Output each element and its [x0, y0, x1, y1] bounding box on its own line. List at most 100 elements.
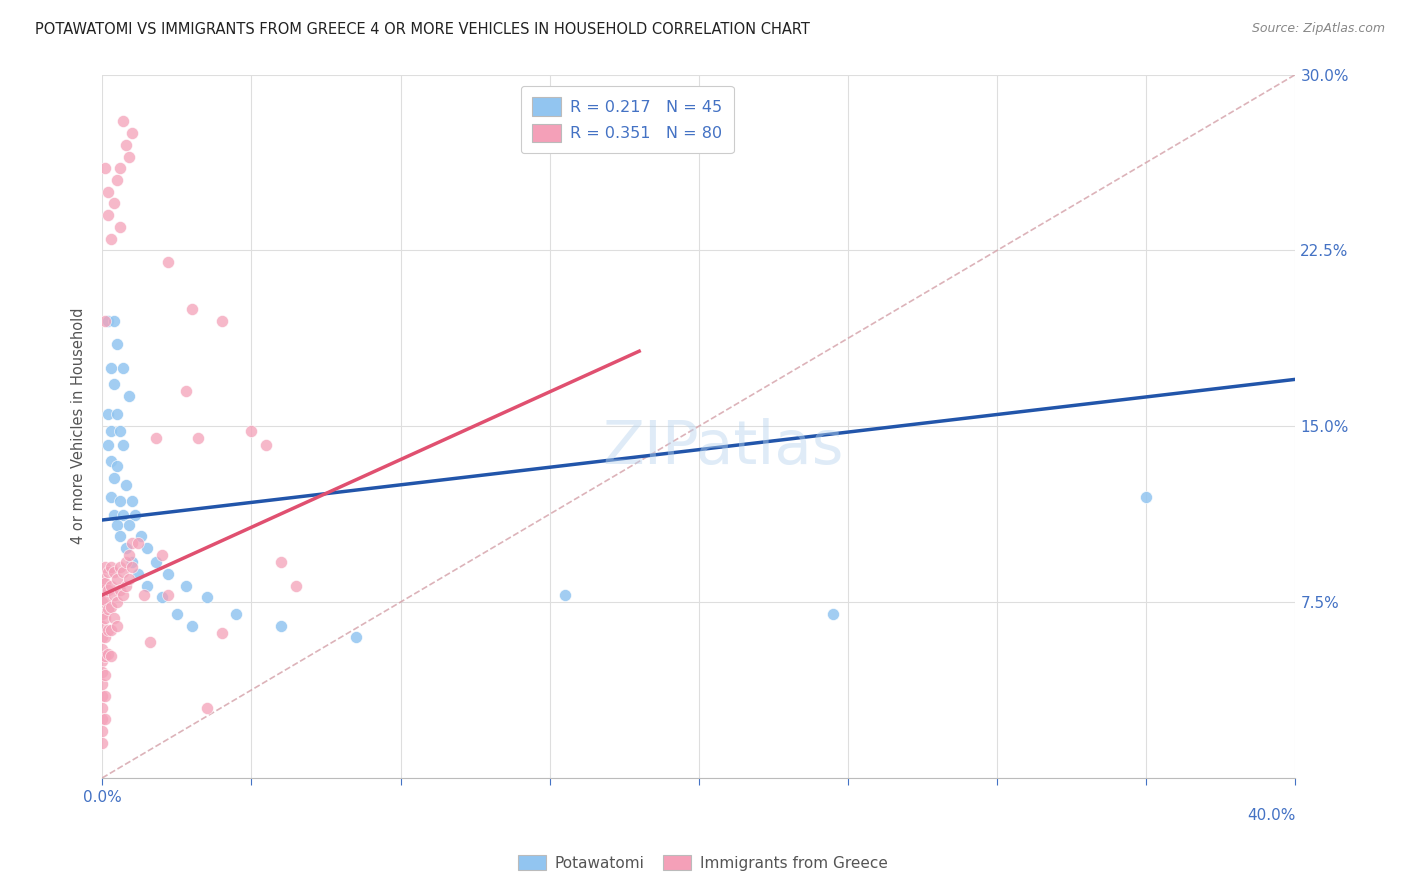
Point	[150, 591, 173, 605]
Point	[285, 579, 308, 593]
Point	[121, 126, 143, 140]
Point	[270, 555, 292, 569]
Point	[115, 541, 138, 556]
Point	[94, 667, 117, 681]
Point	[91, 607, 114, 621]
Point	[91, 712, 114, 726]
Point	[103, 377, 125, 392]
Point	[112, 588, 135, 602]
Point	[115, 478, 138, 492]
Point	[187, 431, 209, 445]
Y-axis label: 4 or more Vehicles in Household: 4 or more Vehicles in Household	[72, 308, 86, 544]
Point	[112, 508, 135, 523]
Point	[112, 565, 135, 579]
Point	[195, 591, 218, 605]
Point	[105, 408, 128, 422]
Point	[94, 592, 117, 607]
Point	[240, 424, 263, 438]
Point	[105, 459, 128, 474]
Point	[108, 161, 131, 176]
Point	[103, 471, 125, 485]
Point	[100, 579, 122, 593]
Point	[108, 560, 131, 574]
Point	[91, 689, 114, 703]
Point	[94, 648, 117, 663]
Point	[127, 566, 149, 581]
Point	[94, 611, 117, 625]
Point	[121, 536, 143, 550]
Point	[103, 196, 125, 211]
Point	[225, 607, 247, 621]
Point	[180, 618, 202, 632]
Point	[94, 689, 117, 703]
Point	[94, 576, 117, 591]
Point	[91, 665, 114, 680]
Point	[91, 630, 114, 644]
Point	[100, 490, 122, 504]
Point	[100, 360, 122, 375]
Point	[94, 630, 117, 644]
Point	[115, 579, 138, 593]
Point	[180, 301, 202, 316]
Point	[112, 438, 135, 452]
Point	[1135, 490, 1157, 504]
Point	[145, 555, 167, 569]
Point	[105, 173, 128, 187]
Point	[103, 565, 125, 579]
Point	[97, 647, 120, 661]
Point	[97, 408, 120, 422]
Point	[115, 137, 138, 152]
Point	[94, 712, 117, 726]
Point	[105, 337, 128, 351]
Text: POTAWATOMI VS IMMIGRANTS FROM GREECE 4 OR MORE VEHICLES IN HOUSEHOLD CORRELATION: POTAWATOMI VS IMMIGRANTS FROM GREECE 4 O…	[35, 22, 810, 37]
Point	[139, 635, 162, 649]
Point	[103, 588, 125, 602]
Point	[91, 724, 114, 739]
Point	[103, 508, 125, 523]
Point	[97, 565, 120, 579]
Point	[211, 625, 233, 640]
Point	[103, 611, 125, 625]
Text: Source: ZipAtlas.com: Source: ZipAtlas.com	[1251, 22, 1385, 36]
Point	[91, 595, 114, 609]
Point	[112, 114, 135, 128]
Point	[150, 548, 173, 562]
Point	[156, 566, 179, 581]
Point	[118, 150, 141, 164]
Point	[174, 579, 197, 593]
Point	[100, 454, 122, 468]
Point	[211, 314, 233, 328]
Point	[91, 583, 114, 598]
Point	[94, 314, 117, 328]
Text: ZIPatlas: ZIPatlas	[602, 417, 844, 477]
Point	[112, 360, 135, 375]
Point	[103, 314, 125, 328]
Point	[105, 572, 128, 586]
Point	[344, 630, 367, 644]
Point	[136, 579, 159, 593]
Point	[97, 314, 120, 328]
Point	[118, 548, 141, 562]
Point	[100, 232, 122, 246]
Point	[97, 583, 120, 598]
Point	[108, 583, 131, 598]
Point	[823, 607, 845, 621]
Point	[115, 555, 138, 569]
Point	[100, 424, 122, 438]
Point	[97, 438, 120, 452]
Point	[132, 588, 155, 602]
Legend: R = 0.217   N = 45, R = 0.351   N = 80: R = 0.217 N = 45, R = 0.351 N = 80	[520, 86, 734, 153]
Point	[118, 572, 141, 586]
Point	[105, 517, 128, 532]
Point	[270, 618, 292, 632]
Point	[118, 517, 141, 532]
Point	[145, 431, 167, 445]
Point	[121, 494, 143, 508]
Point	[105, 618, 128, 632]
Point	[156, 588, 179, 602]
Point	[100, 560, 122, 574]
Point	[127, 536, 149, 550]
Point	[118, 389, 141, 403]
Point	[254, 438, 277, 452]
Point	[100, 624, 122, 638]
